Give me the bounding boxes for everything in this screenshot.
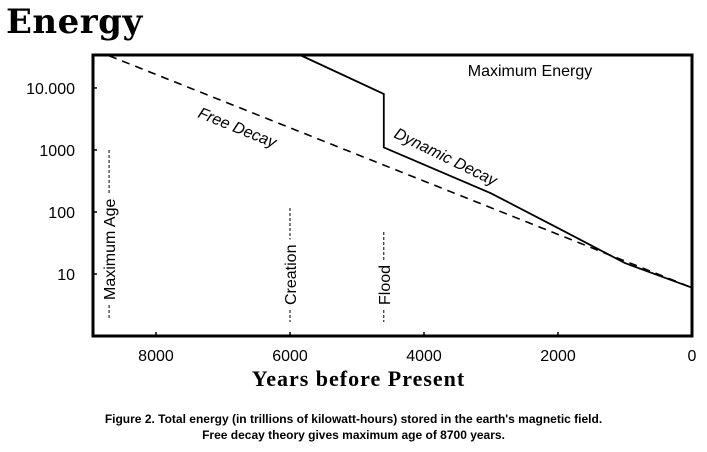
chart-title: Energy <box>6 2 143 42</box>
x-tick-label: 6000 <box>272 348 308 365</box>
annotation-maximum-age: Maximum Age <box>102 199 119 300</box>
plot-frame <box>91 53 694 338</box>
series-line-free-decay <box>108 55 693 289</box>
x-tick-label: 8000 <box>138 348 174 365</box>
caption-line-2: Free decay theory gives maximum age of 8… <box>202 428 505 442</box>
annotation-flood: Flood <box>377 265 394 305</box>
y-tick-label: 10.000 <box>26 81 75 98</box>
y-tick-label: 10 <box>57 267 75 284</box>
series-line-dynamic-decay <box>299 54 693 289</box>
x-axis-label: Years before Present <box>251 366 466 391</box>
x-tick-label: 4000 <box>406 348 442 365</box>
series-label-free-decay: Free Decay <box>196 105 280 152</box>
y-tick-label: 1000 <box>39 143 75 160</box>
caption-line-1: Figure 2. Total energy (in trillions of … <box>104 412 603 426</box>
annotation-creation: Creation <box>283 245 300 305</box>
x-tick-label: 2000 <box>540 348 576 365</box>
x-tick-label: 0 <box>688 348 697 365</box>
y-tick-label: 100 <box>48 205 75 222</box>
annotation-maximum-energy: Maximum Energy <box>468 63 592 80</box>
figure-caption: Figure 2. Total energy (in trillions of … <box>0 411 707 443</box>
